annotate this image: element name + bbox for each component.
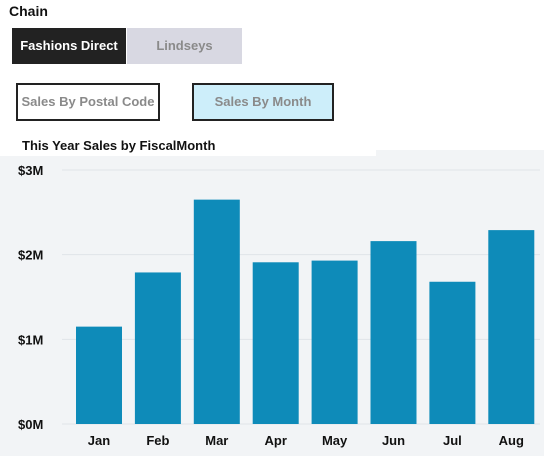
x-tick-label: May — [322, 433, 348, 448]
y-tick-label: $3M — [18, 163, 43, 178]
controls-panel — [0, 0, 376, 156]
x-tick-label: Aug — [499, 433, 524, 448]
x-tick-label: Apr — [265, 433, 287, 448]
slicer-option-lindseys[interactable]: Lindseys — [127, 28, 242, 64]
bar-apr[interactable] — [253, 262, 299, 424]
x-tick-label: Jul — [443, 433, 462, 448]
bar-may[interactable] — [312, 261, 358, 424]
bar-jul[interactable] — [429, 282, 475, 424]
bar-aug[interactable] — [488, 230, 534, 424]
bar-jan[interactable] — [76, 327, 122, 424]
bar-feb[interactable] — [135, 272, 181, 424]
sales-by-month-button[interactable]: Sales By Month — [192, 83, 334, 121]
y-tick-label: $2M — [18, 248, 43, 263]
slicer-option-fashions-direct[interactable]: Fashions Direct — [12, 28, 126, 64]
x-tick-label: Jun — [382, 433, 405, 448]
x-tick-label: Jan — [88, 433, 110, 448]
bar-jun[interactable] — [371, 241, 417, 424]
y-tick-label: $0M — [18, 417, 43, 432]
y-tick-label: $1M — [18, 332, 43, 347]
bar-mar[interactable] — [194, 200, 240, 424]
x-tick-label: Mar — [205, 433, 228, 448]
x-tick-label: Feb — [146, 433, 169, 448]
slicer-label: Chain — [9, 3, 48, 19]
sales-by-postal-code-button[interactable]: Sales By Postal Code — [16, 83, 160, 121]
bar-chart: $0M $1M $2M $3M Jan Feb Mar Apr May Jun Jul Aug — [0, 150, 544, 456]
